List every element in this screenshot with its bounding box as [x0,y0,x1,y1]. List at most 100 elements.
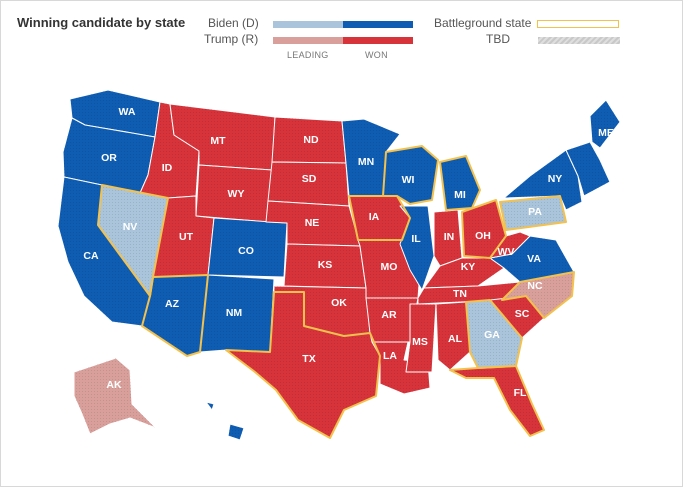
state-texture-il [400,206,434,290]
state-label-mi: MI [454,189,466,201]
state-texture-ar [366,298,418,342]
state-label-nm: NM [226,307,243,319]
state-label-wa: WA [119,106,136,118]
state-label-nd: ND [303,134,319,146]
state-label-ga: GA [484,329,500,341]
state-label-pa: PA [528,206,542,218]
state-label-az: AZ [165,298,180,310]
state-label-la: LA [383,350,397,362]
legend-won-label: WON [365,50,388,60]
state-label-wv: WV [498,246,515,258]
legend-battleground-swatch [537,20,619,28]
state-label-id: ID [162,162,173,174]
state-label-ms: MS [412,336,428,348]
state-texture-tn [418,282,520,304]
state-texture-wa [70,90,160,137]
state-texture-or [63,118,155,193]
state-texture-mn [342,119,400,196]
legend-biden-leading-swatch [273,21,343,28]
state-label-ca: CA [83,250,99,262]
state-label-or: OR [101,152,117,164]
state-label-in: IN [444,231,455,243]
state-label-ok: OK [331,297,347,309]
legend-tbd-swatch [538,37,620,44]
state-label-ia: IA [369,211,380,223]
state-texture-me [590,100,620,148]
battleground-outline-wi [382,145,439,205]
state-label-fl: FL [514,387,527,399]
battleground-outline-fl [449,365,545,437]
state-label-nv: NV [123,221,138,233]
legend-battleground-label: Battleground state [434,16,532,30]
state-texture-wi [383,146,438,204]
state-label-sd: SD [302,173,317,185]
legend-biden-won-swatch [343,21,413,28]
state-texture-mt [170,104,275,170]
legend-trump-won-swatch [343,37,413,44]
state-texture-al [436,302,470,370]
legend-trump-label: Trump (R) [204,32,259,46]
state-texture-ms [406,304,436,372]
state-label-ny: NY [548,173,563,185]
state-label-mt: MT [210,135,226,147]
state-texture-co [208,218,287,277]
state-texture-ks [284,244,366,288]
state-label-co: CO [238,245,254,257]
state-texture-sc [490,296,544,338]
legend-biden-label: Biden (D) [208,16,259,30]
state-label-ks: KS [318,259,333,271]
state-texture-hi [206,402,244,440]
state-texture-id [140,102,199,198]
state-texture-az [142,275,208,356]
state-label-va: VA [527,253,541,265]
state-label-mo: MO [381,261,398,273]
battleground-outline-pa [499,195,567,231]
state-texture-tx [226,292,380,438]
state-label-tn: TN [453,288,467,300]
legend-leading-label: LEADING [287,50,329,60]
battleground-outline-mi [439,155,481,211]
state-label-wi: WI [402,174,415,186]
state-texture-ky [424,258,504,288]
state-texture-ga [466,300,522,368]
state-texture-nm [200,275,274,352]
state-label-ne: NE [305,217,320,229]
legend-trump-leading-swatch [273,37,343,44]
state-label-mn: MN [358,156,374,168]
state-label-al: AL [448,333,463,345]
state-texture-nd [272,117,346,163]
battleground-outline-tx [225,291,381,439]
battleground-outline-oh [461,199,507,259]
state-texture-ok [274,286,370,336]
state-texture-ny [504,150,582,210]
state-label-oh: OH [475,230,491,242]
state-texture-ne [266,201,360,246]
state-texture-in [434,210,462,266]
state-texture-wy [196,165,272,222]
state-label-nc: NC [527,280,543,292]
state-label-ar: AR [381,309,397,321]
state-texture-ut [153,196,214,277]
map-title: Winning candidate by state [17,15,186,30]
state-texture-fl [450,366,544,436]
state-texture-oh [462,200,506,258]
state-label-me: ME [598,127,614,139]
state-texture-sd [268,162,349,206]
battleground-outline-nc [501,271,575,319]
state-texture-ne_ext [566,142,610,196]
state-texture-ia [349,196,410,240]
state-label-il: IL [411,233,421,245]
state-texture-wv [490,232,530,258]
state-texture-nc [502,272,574,318]
state-label-wy: WY [228,188,245,200]
state-texture-nv [98,185,168,296]
state-label-tx: TX [302,353,315,365]
state-texture-ca [58,177,150,326]
state-label-ak: AK [106,379,122,391]
state-texture-mi [440,156,480,210]
state-texture-va [490,236,574,282]
state-label-sc: SC [515,308,530,320]
state-texture-ak [74,358,156,434]
state-label-ut: UT [179,231,194,243]
